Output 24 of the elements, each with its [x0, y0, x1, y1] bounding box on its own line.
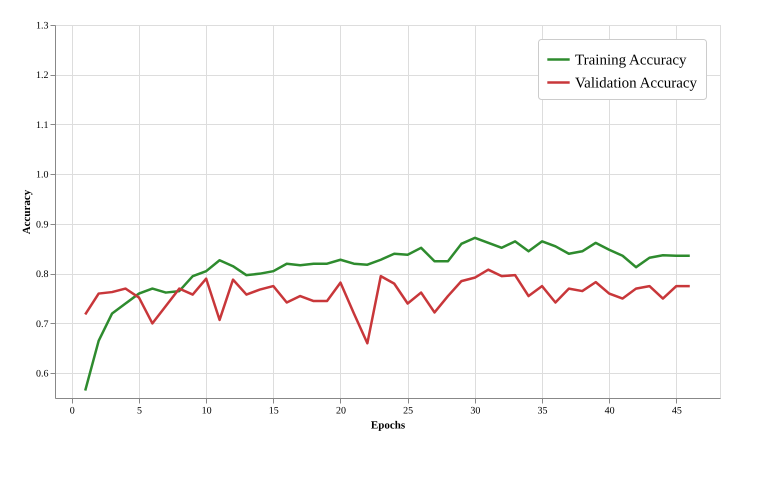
x-tick-label: 10	[202, 406, 212, 416]
line-series	[84, 236, 692, 392]
x-tick-label: 30	[470, 406, 480, 416]
x-tick-label: 0	[70, 406, 75, 416]
y-tick-label: 0.9	[36, 219, 48, 230]
y-tick-label: 1.1	[36, 120, 48, 131]
y-tick-label: 0.7	[36, 318, 48, 330]
legend-label: Validation Accuracy	[575, 76, 698, 92]
y-tick-label: 1.3	[36, 20, 48, 32]
y-tick-label: 1.2	[36, 70, 48, 82]
y-tick-label: 0.6	[36, 368, 48, 380]
y-tick-label: 0.8	[36, 269, 48, 280]
y-tick-label: 1.0	[36, 170, 48, 181]
x-tick-label: 35	[537, 406, 548, 416]
x-axis-title: Epochs	[370, 420, 406, 432]
legend-label: Training Accuracy	[575, 52, 688, 68]
line-series	[84, 268, 692, 345]
y-axis-title: Accuracy	[21, 189, 33, 234]
x-tick-label: 20	[336, 406, 346, 416]
x-tick-label: 5	[136, 406, 142, 416]
x-tick-label: 45	[672, 406, 682, 416]
x-tick-label: 40	[604, 406, 615, 416]
x-tick-label: 15	[268, 406, 279, 416]
x-tick-label: 25	[403, 406, 414, 416]
